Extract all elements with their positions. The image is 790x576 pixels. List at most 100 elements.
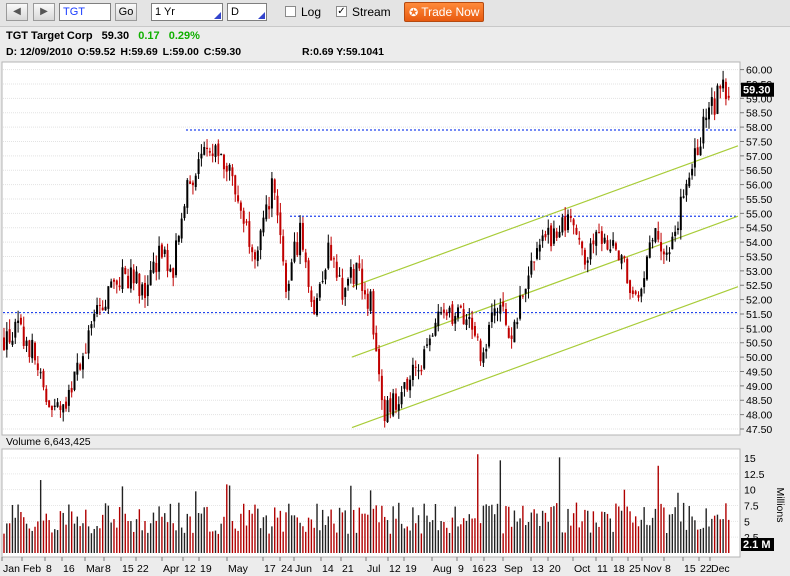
x-tick-label: 19 bbox=[405, 563, 417, 575]
x-tick-label: Oct bbox=[574, 563, 590, 575]
price-tick-label: 50.50 bbox=[746, 338, 772, 350]
x-tick-label: 16 bbox=[63, 563, 75, 575]
forward-button[interactable]: ▶ bbox=[33, 3, 55, 21]
candle-body bbox=[620, 255, 623, 264]
price-tick-label: 49.50 bbox=[746, 366, 772, 378]
price-tick-label: 55.50 bbox=[746, 194, 772, 206]
candle-body bbox=[208, 151, 211, 153]
candle-body bbox=[172, 268, 175, 278]
dropdown-corner-icon bbox=[214, 12, 221, 19]
candle-body bbox=[262, 217, 265, 233]
trade-now-label: Trade Now bbox=[421, 5, 480, 19]
candle-body bbox=[76, 362, 79, 375]
x-tick-label: Feb bbox=[23, 563, 41, 575]
candle-body bbox=[152, 261, 155, 273]
candle-body bbox=[662, 251, 665, 255]
candle-body bbox=[107, 286, 110, 309]
candle-body bbox=[273, 179, 276, 193]
candle-body bbox=[177, 236, 180, 242]
candle-body bbox=[682, 196, 685, 198]
ohlc-readout: D: 12/09/2010 O:59.52 H:59.69 L:59.00 C:… bbox=[6, 46, 243, 58]
x-tick-label: 22 bbox=[700, 563, 712, 575]
log-label: Log bbox=[301, 5, 322, 19]
candle-body bbox=[270, 178, 273, 209]
price-tick-label: 52.00 bbox=[746, 295, 772, 307]
candle-body bbox=[462, 309, 465, 325]
candle-body bbox=[383, 399, 386, 422]
candle-body bbox=[592, 240, 595, 245]
interval-select[interactable]: D bbox=[227, 3, 267, 21]
candle-body bbox=[73, 371, 76, 390]
candle-body bbox=[451, 304, 454, 324]
candle-body bbox=[727, 95, 730, 98]
x-tick-label: 25 bbox=[629, 563, 641, 575]
x-tick-label: Sep bbox=[504, 563, 523, 575]
candle-body bbox=[217, 143, 220, 156]
candle-body bbox=[186, 180, 189, 208]
candle-body bbox=[347, 278, 350, 286]
candle-body bbox=[352, 268, 355, 284]
x-tick-label: 13 bbox=[532, 563, 544, 575]
candle-body bbox=[146, 284, 149, 297]
candle-body bbox=[318, 284, 321, 298]
log-checkbox[interactable] bbox=[285, 6, 296, 17]
candle-body bbox=[135, 271, 138, 284]
candle-body bbox=[623, 256, 626, 258]
x-tick-label: 16 bbox=[472, 563, 484, 575]
price-tick-label: 60.00 bbox=[746, 65, 772, 77]
candle-body bbox=[473, 326, 476, 336]
candle-body bbox=[397, 404, 400, 411]
candle-body bbox=[386, 400, 389, 423]
candle-body bbox=[304, 252, 307, 263]
candle-body bbox=[708, 107, 710, 120]
candle-body bbox=[572, 219, 575, 226]
candle-body bbox=[231, 167, 234, 177]
candle-body bbox=[141, 284, 144, 296]
candle-body bbox=[335, 261, 338, 278]
x-tick-label: 14 bbox=[322, 563, 334, 575]
symbol-input[interactable]: TGT bbox=[59, 3, 111, 21]
candle-body bbox=[93, 313, 96, 322]
candle-body bbox=[612, 240, 615, 246]
candle-body bbox=[115, 280, 118, 285]
volume-tick-label: 15 bbox=[744, 453, 756, 465]
candle-body bbox=[191, 182, 194, 186]
candle-body bbox=[127, 275, 130, 289]
candle-body bbox=[643, 278, 646, 288]
candle-body bbox=[194, 175, 197, 187]
candle-body bbox=[279, 212, 282, 236]
candle-body bbox=[406, 378, 409, 390]
x-tick-label: 18 bbox=[613, 563, 625, 575]
back-button[interactable]: ◀ bbox=[6, 3, 28, 21]
candle-body bbox=[313, 299, 316, 315]
candle-body bbox=[206, 147, 209, 150]
candle-body bbox=[276, 195, 279, 216]
candle-body bbox=[48, 400, 51, 408]
candle-body bbox=[699, 146, 702, 156]
candle-body bbox=[14, 321, 17, 338]
trade-now-button[interactable]: ✪ Trade Now bbox=[404, 2, 484, 22]
range-select[interactable]: 1 Yr bbox=[151, 3, 223, 21]
channel-line-upper bbox=[351, 145, 739, 288]
stream-checkbox[interactable]: ✓ bbox=[336, 6, 347, 17]
volume-tick-label: 7.5 bbox=[744, 501, 759, 513]
candle-body bbox=[358, 263, 361, 269]
go-button[interactable]: Go bbox=[115, 3, 137, 21]
candle-body bbox=[67, 389, 70, 406]
price-tick-label: 57.00 bbox=[746, 151, 772, 163]
candle-body bbox=[507, 327, 510, 338]
x-tick-label: 19 bbox=[200, 563, 212, 575]
candle-body bbox=[521, 295, 524, 297]
candle-body bbox=[417, 370, 420, 372]
candle-body bbox=[651, 240, 654, 242]
price-tick-label: 49.00 bbox=[746, 381, 772, 393]
candle-body bbox=[533, 261, 536, 263]
price-tick-label: 54.00 bbox=[746, 237, 772, 249]
candle-body bbox=[493, 308, 496, 316]
candle-body bbox=[121, 267, 124, 289]
candle-body bbox=[400, 392, 403, 405]
candle-body bbox=[409, 379, 412, 391]
candle-body bbox=[676, 228, 679, 231]
candle-body bbox=[349, 267, 352, 278]
